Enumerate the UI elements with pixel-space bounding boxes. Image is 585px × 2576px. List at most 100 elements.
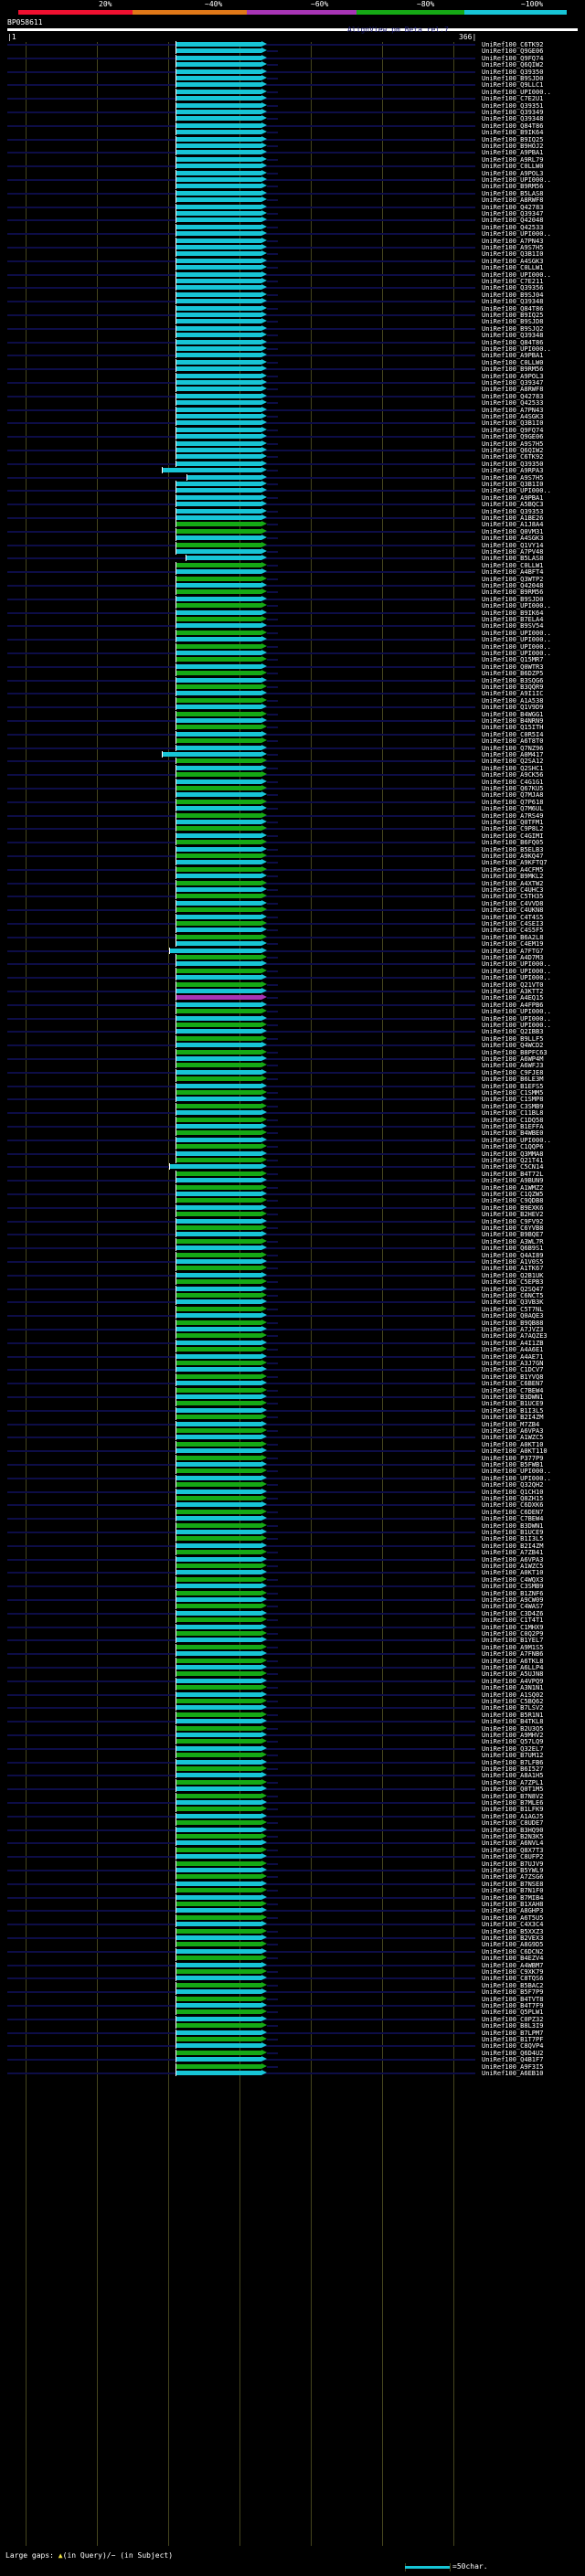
- hit-label[interactable]: UniRef100_A4EQ15: [482, 994, 544, 1002]
- hit-label[interactable]: UniRef100_A8RWF8: [482, 386, 544, 394]
- hit-row[interactable]: UniRef100_A9KFTQ7: [0, 859, 585, 867]
- hit-row[interactable]: UniRef100_UPI000..: [0, 960, 585, 968]
- hit-label[interactable]: UniRef100_B5ELB3: [482, 845, 544, 853]
- hit-label[interactable]: UniRef100_A6WP4M: [482, 1055, 544, 1063]
- hsp-bar[interactable]: [176, 164, 261, 169]
- hit-row[interactable]: UniRef100_A0KT110: [0, 1447, 585, 1455]
- hit-label[interactable]: UniRef100_Q42533: [482, 399, 544, 408]
- hit-label[interactable]: UniRef100_Q9FQ74: [482, 54, 544, 62]
- hsp-bar[interactable]: [176, 1699, 261, 1703]
- hsp-bar[interactable]: [176, 1928, 261, 1934]
- hit-row[interactable]: UniRef100_Q3VB3K: [0, 1299, 585, 1306]
- hit-row[interactable]: UniRef100_C3D4Z6: [0, 1609, 585, 1617]
- hit-label[interactable]: UniRef100_A4WBM7: [482, 1961, 544, 1969]
- hit-label[interactable]: UniRef100_C6TK92: [482, 41, 544, 48]
- hsp-bar[interactable]: [176, 1347, 261, 1352]
- hit-row[interactable]: UniRef100_A0KT10: [0, 1440, 585, 1448]
- hit-label[interactable]: UniRef100_Q0T1M5: [482, 1786, 544, 1794]
- hit-label[interactable]: UniRef100_C3SMB9: [482, 1583, 544, 1591]
- hit-label[interactable]: UniRef100_C1T4T1: [482, 1617, 544, 1625]
- hsp-bar[interactable]: [176, 1705, 261, 1711]
- hit-row[interactable]: UniRef100_C6DXK6: [0, 1501, 585, 1509]
- hit-label[interactable]: UniRef100_C4UKN8: [482, 906, 544, 915]
- hit-row[interactable]: UniRef100_B4NRN9: [0, 717, 585, 725]
- hsp-bar[interactable]: [176, 102, 261, 108]
- hit-row[interactable]: UniRef100_B1YEL7: [0, 1637, 585, 1644]
- hit-row[interactable]: UniRef100_Q84T86: [0, 338, 585, 346]
- hit-label[interactable]: UniRef100_Q15ITH: [482, 724, 544, 732]
- hsp-bar[interactable]: [176, 319, 261, 324]
- hit-label[interactable]: UniRef100_C9FJE8: [482, 1068, 544, 1076]
- hit-row[interactable]: UniRef100_Q6D4U2: [0, 2049, 585, 2057]
- hit-label[interactable]: UniRef100_B2VEX3: [482, 1935, 544, 1942]
- hit-row[interactable]: UniRef100_A5UJN8: [0, 1670, 585, 1678]
- hit-label[interactable]: UniRef100_UPI000..: [482, 1022, 551, 1029]
- hit-row[interactable]: UniRef100_Q2SA12: [0, 758, 585, 765]
- hit-row[interactable]: UniRef100_A7ZPL1: [0, 1778, 585, 1786]
- hit-label[interactable]: UniRef100_Q21VT0: [482, 981, 544, 989]
- hsp-bar[interactable]: [176, 1854, 261, 1860]
- hsp-bar[interactable]: [176, 981, 261, 987]
- hit-label[interactable]: UniRef100_A6NVL4: [482, 1839, 544, 1848]
- hsp-bar[interactable]: [176, 279, 261, 283]
- hsp-bar[interactable]: [176, 1415, 261, 1420]
- hit-label[interactable]: UniRef100_Q9GE06: [482, 48, 544, 56]
- hsp-bar[interactable]: [176, 1421, 261, 1426]
- hsp-bar[interactable]: [176, 921, 261, 926]
- hit-row[interactable]: UniRef100_Q42048: [0, 582, 585, 589]
- hit-label[interactable]: UniRef100_UPI000..: [482, 642, 551, 651]
- hit-label[interactable]: UniRef100_Q9LLC1: [482, 81, 544, 90]
- hit-label[interactable]: UniRef100_UPI000..: [482, 974, 551, 982]
- hit-label[interactable]: UniRef100_B8PFC63: [482, 1048, 548, 1056]
- hsp-bar[interactable]: [176, 961, 261, 967]
- hit-row[interactable]: UniRef100_A1AGJ5: [0, 1812, 585, 1820]
- hit-row[interactable]: UniRef100_A6NVL4: [0, 1839, 585, 1848]
- hit-label[interactable]: UniRef100_C9QDB8: [482, 1197, 544, 1205]
- hit-label[interactable]: UniRef100_C4T4S5: [482, 913, 544, 921]
- hsp-bar[interactable]: [176, 414, 261, 419]
- hit-label[interactable]: UniRef100_C1QQP6: [482, 1143, 544, 1151]
- hsp-bar[interactable]: [176, 1800, 261, 1805]
- hit-label[interactable]: UniRef100_C1QZW5: [482, 1191, 544, 1198]
- hit-label[interactable]: UniRef100_B1YVQ8: [482, 1373, 544, 1381]
- hsp-bar[interactable]: [176, 1299, 261, 1305]
- hit-label[interactable]: UniRef100_A9CK56: [482, 771, 544, 779]
- hit-label[interactable]: UniRef100_A9M1S5: [482, 1643, 544, 1651]
- hsp-bar[interactable]: [176, 569, 261, 575]
- hit-row[interactable]: UniRef100_Q7P618: [0, 798, 585, 806]
- hit-row[interactable]: UniRef100_A9PBA1: [0, 493, 585, 502]
- hit-label[interactable]: UniRef100_B9SJQ2: [482, 324, 544, 333]
- hsp-bar[interactable]: [176, 914, 261, 919]
- hit-row[interactable]: UniRef100_A9BUN9: [0, 1177, 585, 1184]
- hsp-bar[interactable]: [176, 596, 261, 601]
- hit-row[interactable]: UniRef100_C5EPB3: [0, 1278, 585, 1286]
- hit-row[interactable]: UniRef100_B6LE3M: [0, 1076, 585, 1083]
- hit-label[interactable]: UniRef100_B6A2L8: [482, 933, 544, 941]
- hsp-bar[interactable]: [176, 454, 261, 460]
- hsp-bar[interactable]: [176, 637, 261, 642]
- hsp-bar[interactable]: [176, 617, 261, 621]
- hsp-bar[interactable]: [176, 772, 261, 778]
- hit-row[interactable]: UniRef100_B2HEV2: [0, 1211, 585, 1218]
- hit-label[interactable]: UniRef100_C0LLW0: [482, 358, 544, 366]
- hit-row[interactable]: UniRef100_Q3B1I0: [0, 419, 585, 427]
- hit-label[interactable]: UniRef100_B9SJD0: [482, 595, 544, 603]
- hit-label[interactable]: UniRef100_C4EM19: [482, 940, 544, 949]
- hsp-bar[interactable]: [176, 305, 261, 311]
- hit-label[interactable]: UniRef100_A6T8T0: [482, 737, 544, 746]
- hsp-bar[interactable]: [176, 1617, 261, 1623]
- hit-label[interactable]: UniRef100_A5BQC3: [482, 501, 544, 509]
- hsp-bar[interactable]: [176, 69, 261, 74]
- hit-row[interactable]: UniRef100_C4SEI3: [0, 920, 585, 928]
- hit-row[interactable]: UniRef100_A6T8T0: [0, 737, 585, 746]
- hit-row[interactable]: UniRef100_Q39350: [0, 68, 585, 76]
- hit-label[interactable]: UniRef100_A9KFTQ7: [482, 859, 548, 867]
- hit-label[interactable]: UniRef100_Q42783: [482, 203, 544, 211]
- hit-row[interactable]: UniRef100_A9RPA3: [0, 467, 585, 474]
- hsp-bar[interactable]: [176, 48, 261, 54]
- hit-label[interactable]: UniRef100_UPI000..: [482, 967, 551, 975]
- hit-label[interactable]: UniRef100_A7RS49: [482, 811, 544, 820]
- hsp-bar[interactable]: [176, 941, 261, 947]
- hit-label[interactable]: UniRef100_B9SV54: [482, 622, 544, 631]
- hit-row[interactable]: UniRef100_A9S7H5: [0, 244, 585, 251]
